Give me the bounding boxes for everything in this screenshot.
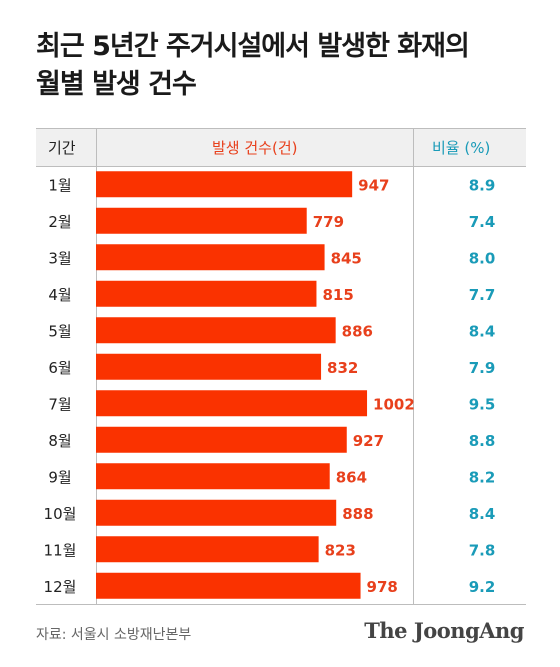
header-ratio: 비율 (%) [432, 139, 491, 157]
month-label: 5월 [48, 322, 71, 340]
ratio-label: 8.0 [469, 249, 496, 267]
value-label: 845 [331, 249, 362, 267]
value-label: 947 [358, 176, 389, 194]
month-label: 9월 [48, 468, 71, 486]
value-label: 888 [342, 505, 373, 523]
month-label: 6월 [48, 359, 71, 377]
month-label: 2월 [48, 213, 71, 231]
title-line-2: 월별 발생 건수 [36, 69, 197, 100]
ratio-label: 9.2 [469, 578, 496, 596]
value-label: 815 [322, 286, 353, 304]
value-label: 779 [313, 213, 344, 231]
header-count: 발생 건수(건) [212, 139, 298, 157]
table-top-rule [36, 128, 526, 129]
source-note: 자료: 서울시 소방재난본부 [36, 627, 192, 643]
bar [96, 390, 368, 417]
value-label: 978 [367, 578, 398, 596]
bar [96, 207, 307, 234]
value-label: 1002 [373, 395, 415, 413]
ratio-label: 7.7 [469, 286, 496, 304]
chart-title: 최근 5년간 주거시설에서 발생한 화재의 월별 발생 건수 [36, 28, 536, 104]
bar [96, 317, 336, 344]
month-label: 11월 [44, 541, 77, 559]
value-label: 864 [336, 468, 367, 486]
bar [96, 280, 317, 307]
bar [96, 426, 347, 453]
ratio-label: 8.4 [469, 505, 496, 523]
month-label: 10월 [44, 505, 77, 523]
ratio-label: 7.8 [469, 541, 496, 559]
month-label: 7월 [48, 395, 71, 413]
bar [96, 499, 337, 526]
ratio-label: 8.9 [469, 176, 496, 194]
table-header: 기간 발생 건수(건) 비율 (%) [36, 128, 526, 166]
header-bottom-rule [36, 166, 526, 167]
bar [96, 572, 361, 599]
header-period: 기간 [48, 139, 76, 157]
value-label: 927 [353, 432, 384, 450]
bar [96, 463, 330, 490]
month-label: 1월 [48, 176, 71, 194]
bar [96, 244, 325, 271]
title-line-1: 최근 5년간 주거시설에서 발생한 화재의 [36, 31, 470, 62]
ratio-label: 8.8 [469, 432, 496, 450]
value-label: 823 [325, 541, 356, 559]
month-label: 4월 [48, 286, 71, 304]
value-label: 832 [327, 359, 358, 377]
ratio-label: 8.4 [469, 322, 496, 340]
ratio-label: 7.9 [469, 359, 496, 377]
column-divider-right [413, 128, 414, 604]
brand-logo: The JoongAng [364, 618, 524, 643]
table-bottom-rule [36, 604, 526, 605]
month-label: 3월 [48, 249, 71, 267]
value-label: 886 [342, 322, 373, 340]
bar [96, 536, 319, 563]
bar [96, 171, 353, 198]
ratio-label: 9.5 [469, 395, 496, 413]
month-label: 12월 [44, 578, 77, 596]
bar [96, 353, 322, 380]
month-label: 8월 [48, 432, 71, 450]
ratio-label: 8.2 [469, 468, 496, 486]
ratio-label: 7.4 [469, 213, 496, 231]
